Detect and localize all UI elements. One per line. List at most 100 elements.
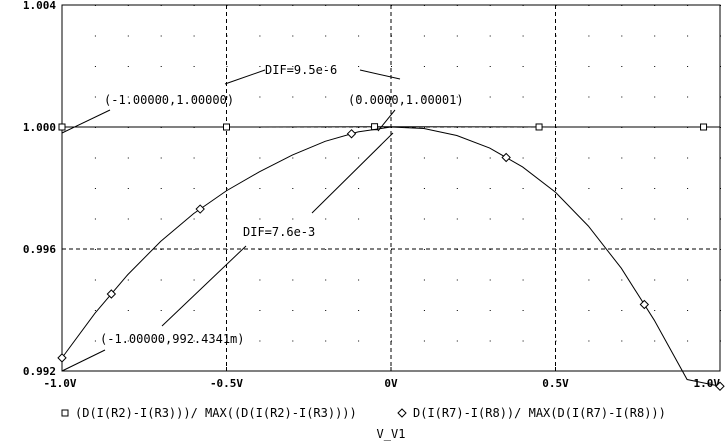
grid-dot — [193, 96, 195, 98]
grid-dot — [423, 188, 425, 189]
y-tick-label: 0.996 — [23, 243, 56, 256]
grid-dot — [226, 5, 228, 6]
grid-dot — [160, 188, 162, 189]
grid-dot — [555, 157, 557, 159]
grid-dot — [456, 310, 458, 311]
annotation-leader — [311, 132, 394, 214]
grid-dot — [456, 96, 458, 98]
grid-dot — [226, 188, 228, 189]
grid-dot — [456, 66, 458, 67]
grid-dot — [391, 310, 392, 311]
grid-dot — [720, 96, 721, 98]
grid-dot — [687, 279, 689, 281]
grid-dot — [358, 249, 360, 250]
grid-dot — [292, 279, 294, 281]
grid-dot — [654, 279, 656, 281]
grid-dot — [358, 96, 360, 98]
grid-dot — [259, 35, 261, 37]
annotation-leader — [359, 69, 401, 80]
grid-dot — [720, 249, 721, 250]
grid-dot — [193, 279, 195, 281]
grid-dot — [193, 5, 195, 6]
grid-dot — [588, 310, 590, 311]
grid-dot — [259, 340, 261, 342]
grid-dot — [456, 127, 458, 128]
grid-dot — [489, 35, 491, 37]
legend-series-1-label: (D(I(R2)-I(R3)))/ MAX((D(I(R2)-I(R3)))) — [75, 406, 357, 420]
grid-dot — [160, 310, 162, 311]
grid-dot — [555, 66, 557, 67]
legend-series-2-label: D(I(R7)-I(R8))/ MAX(D(I(R7)-I(R8))) — [413, 406, 666, 420]
grid-dot — [720, 188, 721, 189]
grid-dot — [555, 35, 557, 37]
grid-dot — [720, 35, 721, 37]
grid-dot — [127, 5, 129, 6]
grid-dot — [720, 310, 721, 311]
grid-dot — [555, 340, 557, 342]
grid-dot — [391, 279, 392, 281]
grid-dot — [160, 66, 162, 67]
grid-dot — [358, 310, 360, 311]
grid-dot — [94, 35, 96, 37]
grid-dot — [456, 249, 458, 250]
grid-dot — [621, 310, 623, 311]
grid-dot — [292, 35, 294, 37]
grid-dot — [654, 96, 656, 98]
grid-dot — [193, 340, 195, 342]
grid-dot — [522, 35, 524, 37]
grid-dot — [226, 35, 228, 37]
y-tick-label: 1.000 — [23, 121, 56, 134]
y-tick-label: 1.004 — [23, 0, 56, 12]
series-1-square-marker — [58, 123, 66, 131]
grid-dot — [127, 96, 129, 98]
grid-dot — [588, 96, 590, 98]
grid-dot — [226, 340, 228, 342]
grid-dot — [325, 5, 327, 6]
series-2-diamond-marker — [346, 129, 357, 139]
annotation-layer: DIF=9.5e-6 (-1.00000,1.00000) (0.0000,1.… — [61, 63, 464, 372]
grid-dot — [720, 66, 721, 67]
grid-dot — [391, 35, 392, 37]
grid-dot — [423, 127, 425, 128]
grid-dot — [522, 5, 524, 6]
grid-dot — [391, 66, 392, 67]
grid-dot — [588, 249, 590, 250]
grid-dot — [325, 96, 327, 98]
grid-dot — [522, 340, 524, 342]
grid-dot — [489, 127, 491, 128]
grid-dot — [555, 96, 557, 98]
grid-dot — [654, 188, 656, 189]
annotation-dif-bottom: DIF=7.6e-3 — [243, 225, 315, 239]
grid-dot — [588, 66, 590, 67]
legend-square-marker — [61, 409, 69, 417]
grid-dot — [226, 249, 228, 250]
grid-dot — [621, 279, 623, 281]
series-2-diamond-marker — [195, 204, 205, 214]
grid-dot — [226, 279, 228, 281]
grid-dot — [654, 5, 656, 6]
grid-dot — [325, 279, 327, 281]
grid-dot — [193, 66, 195, 67]
legend: (D(I(R2)-I(R3)))/ MAX((D(I(R2)-I(R3)))) … — [61, 406, 666, 420]
grid-dot — [325, 35, 327, 37]
grid-dot — [489, 218, 491, 220]
grid-dot — [127, 310, 129, 311]
grid-dot — [193, 249, 195, 250]
grid-dot — [292, 127, 294, 128]
grid-dot — [555, 310, 557, 311]
grid-dot — [94, 66, 96, 67]
grid-dot — [325, 188, 327, 189]
grid-dot — [259, 218, 261, 220]
grid-dot — [325, 249, 327, 250]
grid-dot — [621, 5, 623, 6]
x-tick-label: -0.5V — [210, 377, 243, 390]
grid-dot — [489, 340, 491, 342]
series-2-diamond-marker — [715, 381, 725, 391]
grid-dot — [621, 340, 623, 342]
grid-dot — [127, 249, 129, 250]
grid-dot — [555, 5, 557, 6]
grid-dot — [292, 96, 294, 98]
grid-dot — [259, 127, 261, 128]
grid-dot — [226, 66, 228, 67]
